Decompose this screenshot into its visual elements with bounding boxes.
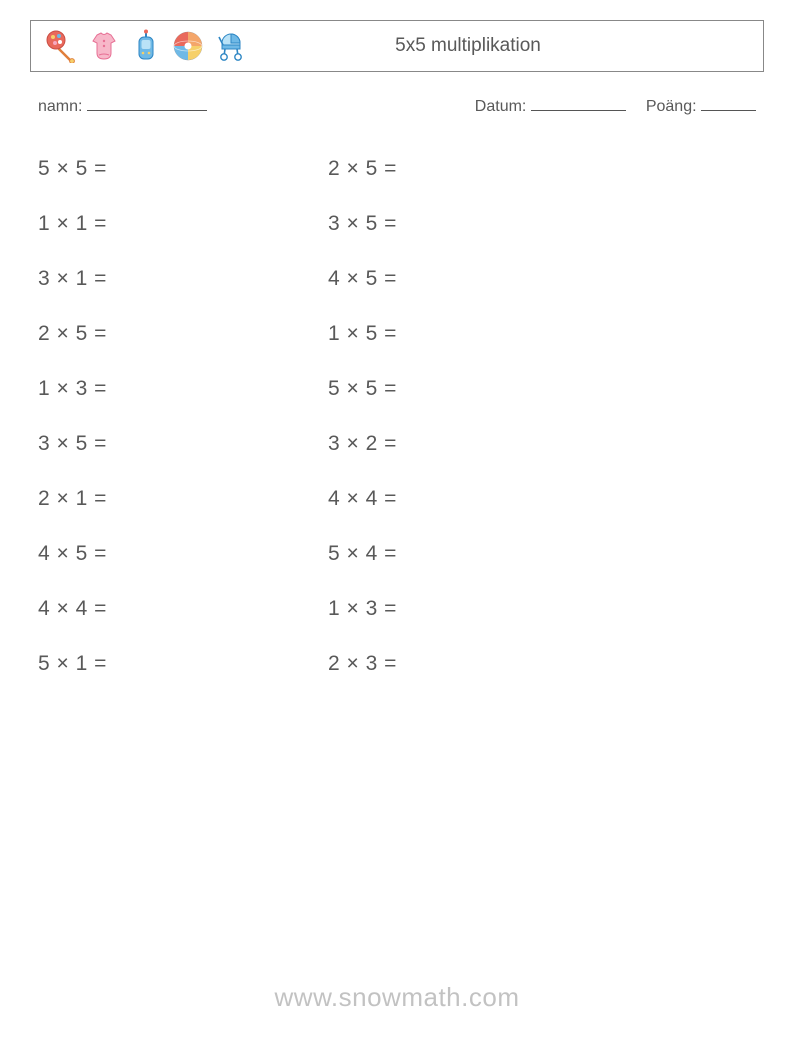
date-label: Datum: xyxy=(475,98,527,115)
name-blank[interactable] xyxy=(87,94,207,111)
problem: 1 × 1 = xyxy=(38,197,328,252)
problem: 1 × 3 = xyxy=(38,362,328,417)
name-label: namn: xyxy=(38,98,82,115)
problem: 1 × 3 = xyxy=(328,582,618,637)
problem: 5 × 5 = xyxy=(38,142,328,197)
problem: 5 × 5 = xyxy=(328,362,618,417)
worksheet-page: 5x5 multiplikation namn: Datum: Poäng: 5… xyxy=(0,0,794,1053)
score-label: Poäng: xyxy=(646,98,697,115)
problem: 3 × 2 = xyxy=(328,417,618,472)
watermark: www.snowmath.com xyxy=(0,982,794,1013)
worksheet-title: 5x5 multiplikation xyxy=(247,35,749,57)
problem: 4 × 5 = xyxy=(328,252,618,307)
problem: 5 × 1 = xyxy=(38,637,328,692)
problem: 2 × 1 = xyxy=(38,472,328,527)
problem: 2 × 3 = xyxy=(328,637,618,692)
problem: 3 × 5 = xyxy=(38,417,328,472)
date-blank[interactable] xyxy=(531,94,626,111)
meta-right: Datum: Poäng: xyxy=(475,94,756,116)
score-blank[interactable] xyxy=(701,94,756,111)
problem: 4 × 5 = xyxy=(38,527,328,582)
name-field: namn: xyxy=(38,94,207,116)
beach-ball-icon xyxy=(171,29,205,63)
problem: 3 × 5 = xyxy=(328,197,618,252)
problem: 3 × 1 = xyxy=(38,252,328,307)
problems-col-1: 5 × 5 = 1 × 1 = 3 × 1 = 2 × 5 = 1 × 3 = … xyxy=(38,142,328,692)
header-box: 5x5 multiplikation xyxy=(30,20,764,72)
problem: 5 × 4 = xyxy=(328,527,618,582)
meta-row: namn: Datum: Poäng: xyxy=(30,72,764,116)
problem: 2 × 5 = xyxy=(328,142,618,197)
header-icons xyxy=(45,29,247,63)
problem: 4 × 4 = xyxy=(328,472,618,527)
onesie-icon xyxy=(87,29,121,63)
rattle-icon xyxy=(45,29,79,63)
problems-area: 5 × 5 = 1 × 1 = 3 × 1 = 2 × 5 = 1 × 3 = … xyxy=(30,116,764,692)
problem: 2 × 5 = xyxy=(38,307,328,362)
stroller-icon xyxy=(213,29,247,63)
problems-col-2: 2 × 5 = 3 × 5 = 4 × 5 = 1 × 5 = 5 × 5 = … xyxy=(328,142,618,692)
baby-monitor-icon xyxy=(129,29,163,63)
problem: 4 × 4 = xyxy=(38,582,328,637)
score-field: Poäng: xyxy=(646,94,756,116)
date-field: Datum: xyxy=(475,94,626,116)
problem: 1 × 5 = xyxy=(328,307,618,362)
